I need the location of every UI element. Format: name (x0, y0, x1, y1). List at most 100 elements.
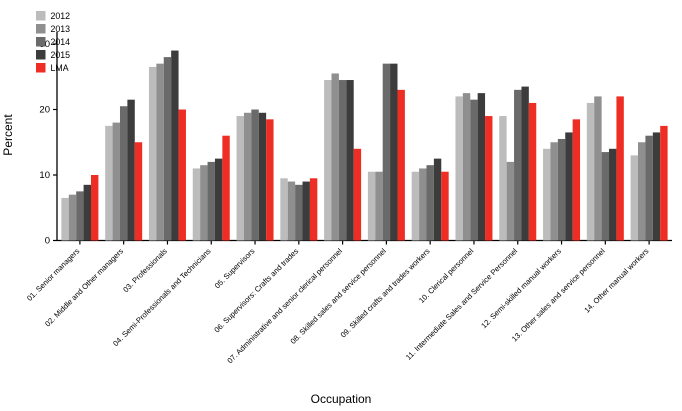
bar-2015-c11 (521, 86, 529, 241)
bar-LMA-c11 (528, 102, 537, 241)
y-axis-title: Percent (1, 114, 15, 156)
bar-2015-c12 (565, 132, 573, 241)
bar-LMA-c2 (134, 142, 143, 241)
bar-2012-c5 (236, 116, 244, 241)
legend-label-2014: 2014 (51, 37, 71, 47)
bar-2014-c1 (76, 191, 84, 241)
bar-2014-c9 (426, 165, 434, 241)
bar-2015-c10 (477, 93, 486, 241)
bar-2015-c6 (302, 181, 310, 241)
bar-2013-c13 (594, 96, 602, 241)
bar-2014-c2 (119, 106, 128, 241)
legend-label-LMA: LMA (51, 63, 69, 73)
x-tick-label: 04. Semi-Professionals and Technicians (111, 246, 213, 348)
bar-2013-c8 (375, 171, 383, 241)
bar-2014-c5 (251, 109, 259, 241)
bar-2012-c12 (543, 148, 551, 241)
bar-LMA-c1 (90, 175, 99, 241)
legend-swatch-2012 (36, 11, 46, 21)
x-tick-label: 05. Supervisors (213, 246, 257, 290)
legend-item-LMA: LMA (36, 63, 69, 73)
legend-item-2014: 2014 (36, 37, 70, 47)
bar-2015-c4 (214, 158, 223, 241)
bar-2014-c6 (295, 184, 303, 241)
bar-2013-c10 (462, 93, 471, 241)
legend-swatch-LMA (36, 63, 46, 73)
bar-2012-c13 (586, 102, 595, 241)
bar-LMA-c8 (397, 89, 405, 241)
bar-2015-c3 (171, 50, 179, 241)
bar-2012-c7 (324, 80, 332, 241)
bar-2012-c6 (280, 178, 288, 241)
bar-2014-c8 (382, 63, 391, 241)
bar-2015-c7 (346, 80, 354, 241)
bar-2012-c1 (61, 197, 69, 241)
y-tick-label: 20 (39, 105, 50, 116)
bar-2015-c2 (127, 99, 135, 241)
legend-item-2013: 2013 (36, 24, 70, 34)
bar-LMA-c12 (572, 119, 581, 241)
legend-swatch-2015 (36, 50, 46, 60)
bar-LMA-c10 (485, 116, 493, 241)
bar-2015-c13 (609, 148, 617, 241)
bar-2014-c3 (163, 57, 172, 241)
bar-2014-c11 (514, 89, 522, 241)
bar-2013-c3 (156, 63, 164, 241)
bar-2013-c2 (112, 122, 120, 241)
bar-LMA-c7 (353, 148, 362, 241)
bar-2013-c14 (638, 142, 646, 241)
bar-2014-c4 (207, 161, 215, 241)
y-tick-label: 0 (45, 236, 50, 247)
bar-2012-c2 (105, 125, 113, 241)
bar-2015-c5 (258, 112, 267, 241)
bar-LMA-c9 (441, 171, 449, 241)
bar-2012-c10 (455, 96, 463, 241)
legend-label-2013: 2013 (51, 24, 71, 34)
bar-LMA-c5 (266, 119, 274, 241)
legend-label-2015: 2015 (51, 50, 71, 60)
bar-2012-c9 (411, 171, 420, 241)
y-tick-label: 10 (39, 170, 50, 181)
bar-2012-c11 (499, 116, 507, 241)
bar-2015-c8 (390, 63, 398, 241)
x-tick-label: 12. Semi-skilled manual workers (479, 246, 563, 330)
legend-item-2012: 2012 (36, 11, 70, 21)
legend-swatch-2013 (36, 24, 46, 34)
bar-2015-c1 (83, 184, 91, 241)
bar-2013-c1 (68, 194, 77, 241)
bar-2013-c9 (419, 168, 427, 241)
x-tick-label: 02. Middle and Other managers (43, 246, 125, 328)
x-tick-label: 13. Other sales and service personnel (510, 246, 607, 343)
bar-2012-c8 (367, 171, 376, 241)
bar-LMA-c6 (309, 178, 318, 241)
bar-LMA-c3 (178, 109, 186, 241)
bar-2014-c14 (645, 135, 653, 241)
bar-2012-c14 (630, 155, 639, 241)
bar-LMA-c14 (660, 125, 668, 241)
bar-LMA-c13 (616, 96, 624, 241)
bar-2014-c13 (601, 152, 610, 241)
x-tick-label: 06. Supervisors: Crafts and trades (212, 246, 300, 334)
x-tick-label: 03. Professionals (121, 246, 169, 294)
bar-2014-c10 (470, 99, 478, 241)
x-axis-title: Occupation (310, 392, 372, 406)
bar-2014-c7 (338, 80, 347, 241)
x-tick-label: 09. Skilled crafts and trades workers (339, 246, 432, 339)
x-tick-label: 08. Skilled sales and service personnel (289, 246, 388, 345)
bar-2015-c14 (652, 132, 661, 241)
bar-2012-c4 (192, 168, 201, 241)
legend-item-2015: 2015 (36, 50, 70, 60)
bar-2013-c5 (243, 112, 252, 241)
bar-LMA-c4 (222, 135, 230, 241)
bar-2013-c6 (287, 181, 296, 241)
bar-2013-c7 (331, 73, 339, 241)
bar-2013-c11 (506, 161, 515, 241)
bar-2013-c4 (200, 165, 208, 241)
bar-2013-c12 (550, 142, 558, 241)
legend-swatch-2014 (36, 37, 46, 47)
legend-label-2012: 2012 (51, 11, 71, 21)
bar-2015-c9 (433, 158, 442, 241)
bar-2014-c12 (557, 138, 566, 241)
